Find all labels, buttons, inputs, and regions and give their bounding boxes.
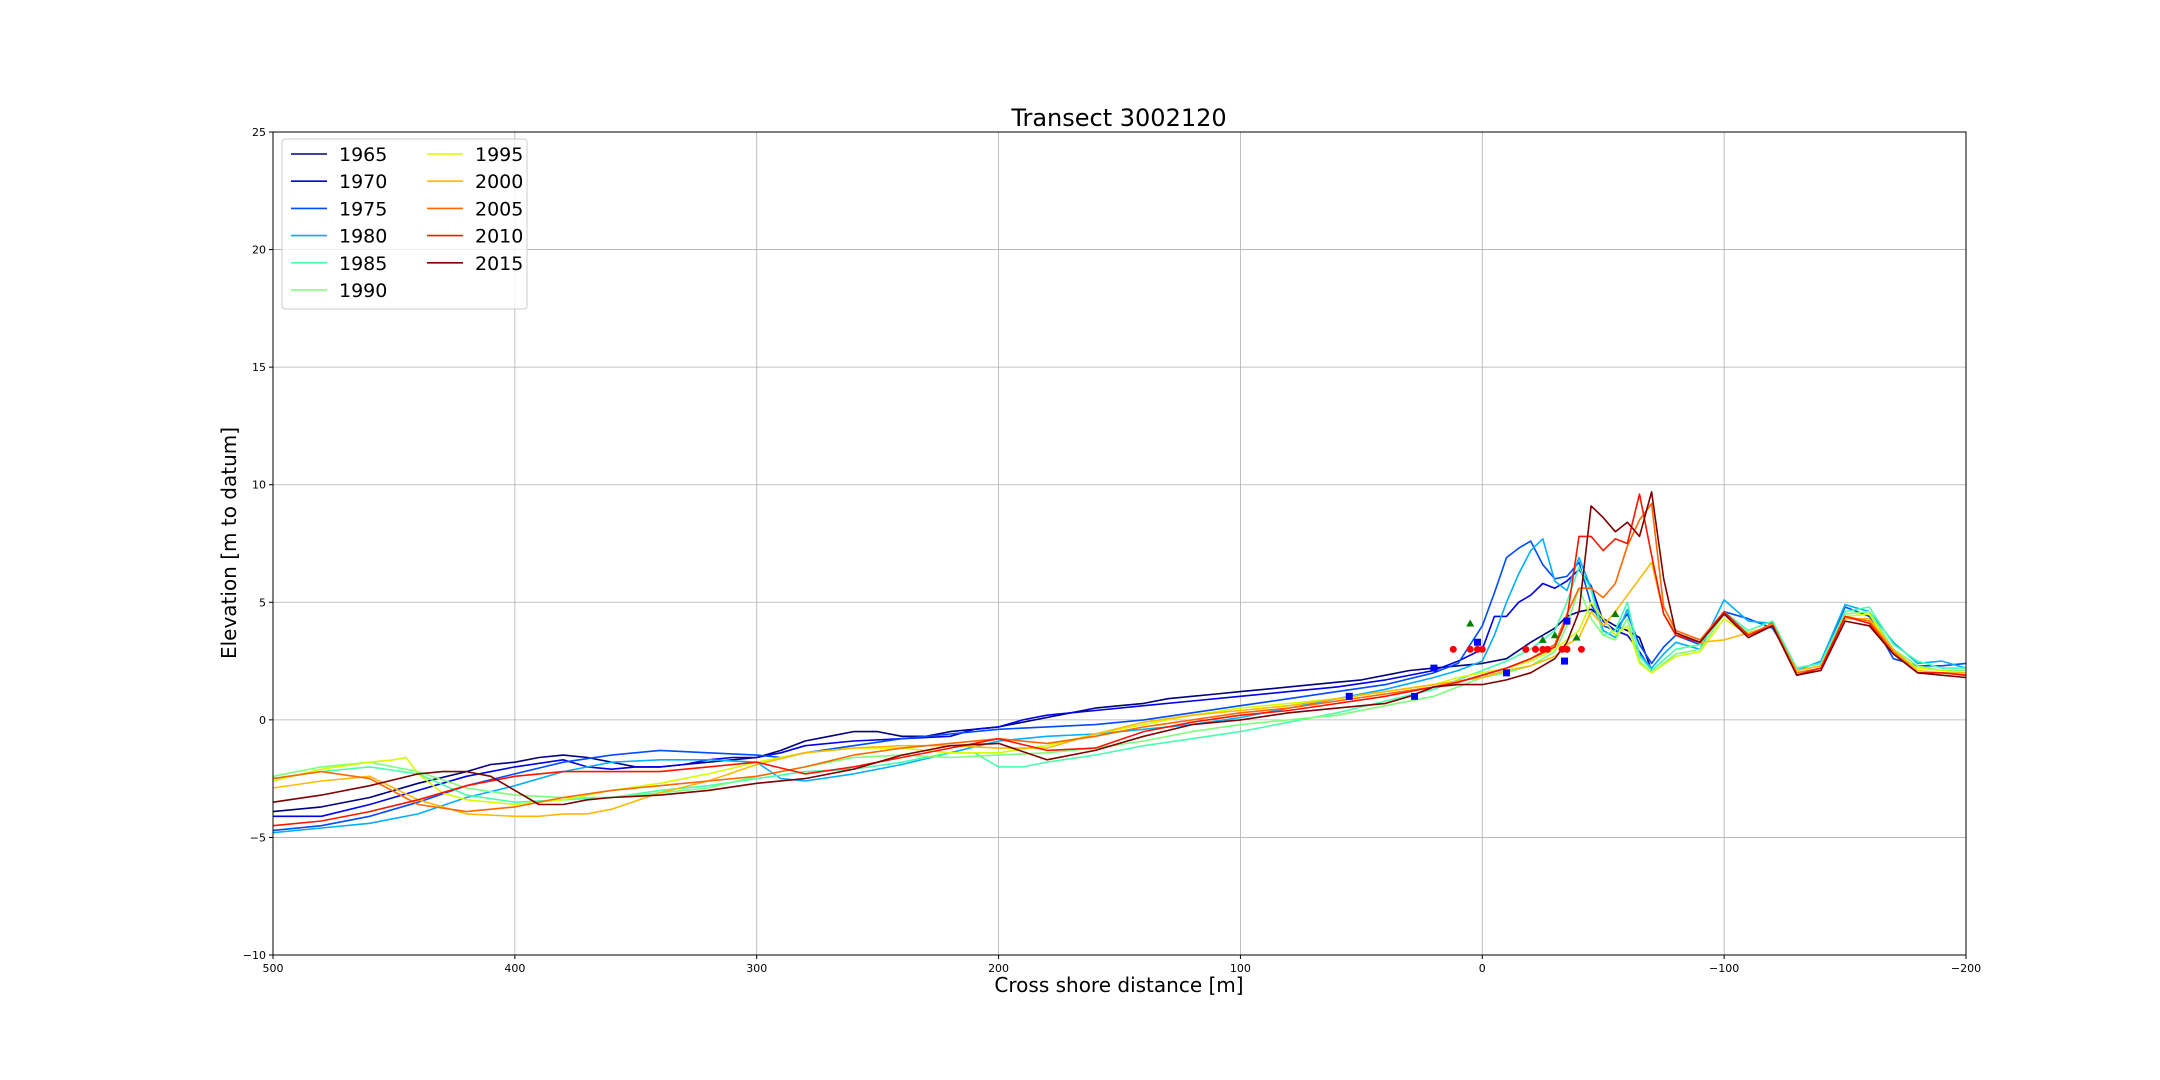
plot-markers: [1345, 610, 1620, 700]
y-tick-label: −10: [243, 949, 266, 962]
legend-box: [281, 138, 528, 310]
plot-lines: [272, 490, 1967, 834]
x-tick-label: −200: [1951, 962, 1981, 975]
circle-marker: [1478, 645, 1486, 653]
legend-label-1970: 1970: [339, 171, 387, 193]
legend-label-2005: 2005: [475, 198, 523, 220]
triangle-marker: [1550, 631, 1559, 639]
circle-marker: [1577, 645, 1585, 653]
legend-label-1975: 1975: [339, 198, 387, 220]
series-line-2010: [272, 493, 1967, 827]
series-line-1980: [272, 537, 1967, 834]
x-tick-label: 300: [746, 962, 767, 975]
circle-marker: [1558, 645, 1566, 653]
legend-label-2000: 2000: [475, 171, 523, 193]
legend: 1965 1970 1975 1980 1985 1990 1995 2000 2005 2010…: [281, 138, 528, 310]
x-tick-label: 0: [1479, 962, 1486, 975]
y-tick-label: 10: [252, 479, 266, 492]
y-tick-label: 15: [252, 361, 266, 374]
circle-marker: [1449, 645, 1457, 653]
circle-marker: [1539, 645, 1547, 653]
square-marker: [1563, 617, 1571, 625]
y-tick-label: 25: [252, 126, 266, 139]
circle-marker: [1531, 645, 1539, 653]
square-marker: [1561, 657, 1569, 665]
circle-marker: [1522, 645, 1530, 653]
y-axis-label: Elevation [m to datum]: [217, 427, 241, 659]
legend-label-1965: 1965: [339, 144, 387, 166]
legend-label-1995: 1995: [475, 144, 523, 166]
legend-label-2015: 2015: [475, 253, 523, 275]
circle-marker: [1466, 645, 1474, 653]
series-line-1970: [273, 568, 1653, 818]
legend-label-1990: 1990: [339, 280, 387, 302]
triangle-marker: [1611, 610, 1620, 618]
x-tick-label: 500: [263, 962, 284, 975]
plot-frame: [272, 131, 1967, 956]
square-marker: [1502, 669, 1510, 677]
circle-marker: [1563, 645, 1571, 653]
series-line-2015: [272, 490, 1967, 806]
legend-label-2010: 2010: [475, 226, 523, 248]
circle-marker: [1544, 645, 1552, 653]
y-tick-label: 20: [252, 244, 266, 257]
x-tick-label: 200: [988, 962, 1009, 975]
x-tick-label: 100: [1230, 962, 1251, 975]
square-marker: [1345, 692, 1353, 700]
square-marker: [1473, 638, 1481, 646]
x-tick-label: 400: [504, 962, 525, 975]
triangle-marker: [1572, 633, 1581, 641]
chart-title: Transect 3002120: [1010, 104, 1226, 132]
circle-marker: [1473, 645, 1481, 653]
axis-ticks: 500 400 300 200 100 0 −100 −200 −10 −5 0 5 10 15 20 25: [243, 126, 1981, 975]
legend-label-1985: 1985: [339, 253, 387, 275]
square-marker: [1430, 664, 1438, 672]
x-tick-label: −100: [1709, 962, 1739, 975]
y-tick-label: 5: [259, 596, 266, 609]
series-line-1985: [272, 566, 1966, 804]
triangle-marker: [1466, 619, 1475, 627]
y-tick-label: 0: [259, 714, 266, 727]
triangle-marker: [1538, 635, 1547, 643]
grid: [273, 132, 1966, 955]
y-tick-label: −5: [250, 831, 266, 844]
legend-label-1980: 1980: [339, 226, 387, 248]
square-marker: [1411, 692, 1419, 700]
x-axis-label: Cross shore distance [m]: [994, 973, 1243, 997]
